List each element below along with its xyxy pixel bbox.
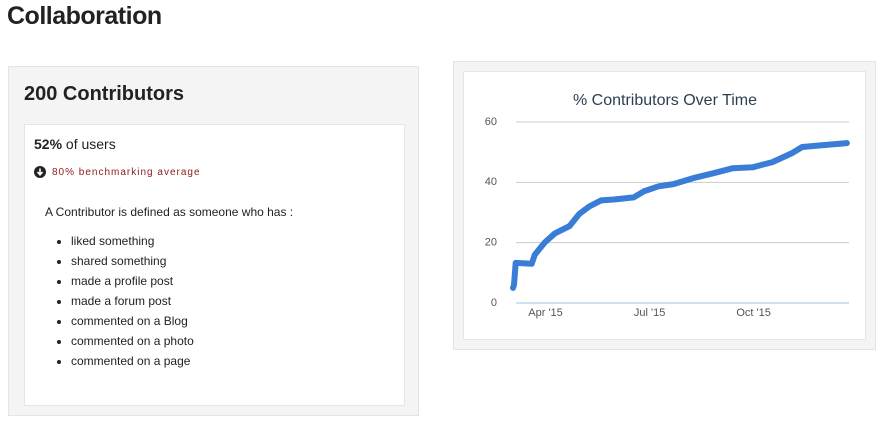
y-tick-label: 0: [491, 297, 497, 309]
y-tick-label: 40: [485, 176, 497, 188]
panel-title: 200 Contributors: [24, 83, 185, 105]
criteria-item: shared something: [71, 251, 194, 271]
definition: A Contributor is defined as someone who …: [45, 205, 294, 219]
data-line: [510, 140, 850, 291]
criteria-list: liked somethingshared somethingmade a pr…: [45, 231, 194, 371]
x-tick-label: Oct '15: [736, 307, 771, 319]
chart-card: % Contributors Over Time 0 20 40 60 Apr '15 J…: [463, 71, 866, 340]
x-tick-label: Jul '15: [634, 307, 665, 319]
chart: % Contributors Over Time 0 20 40 60 Apr '15 J…: [485, 92, 850, 319]
y-tick-label: 20: [485, 237, 497, 249]
page-title: Collaboration: [7, 2, 162, 30]
criteria-item: liked something: [71, 231, 194, 251]
chart-panel: % Contributors Over Time 0 20 40 60 Apr '15 J…: [453, 61, 876, 350]
percent-line: 52% of users: [34, 136, 116, 152]
percent-suffix: of users: [65, 136, 116, 152]
y-tick-label: 60: [485, 116, 497, 128]
contributors-card: 52% of users 80% benchmarking average A …: [24, 124, 405, 406]
benchmark-text: 80% benchmarking average: [52, 166, 201, 178]
down-icon: [34, 166, 46, 178]
criteria-item: commented on a Blog: [71, 311, 194, 331]
x-tick-label: Apr '15: [528, 307, 563, 319]
chart-title: % Contributors Over Time: [573, 92, 757, 109]
percent: 52%: [34, 136, 63, 152]
criteria-item: made a profile post: [71, 271, 194, 291]
contributors-panel: 200 Contributors 52% of users 80% benchm…: [8, 66, 419, 416]
criteria-item: commented on a photo: [71, 331, 194, 351]
benchmark: 80% benchmarking average: [34, 166, 201, 178]
criteria-item: made a forum post: [71, 291, 194, 311]
criteria-item: commented on a page: [71, 351, 194, 371]
